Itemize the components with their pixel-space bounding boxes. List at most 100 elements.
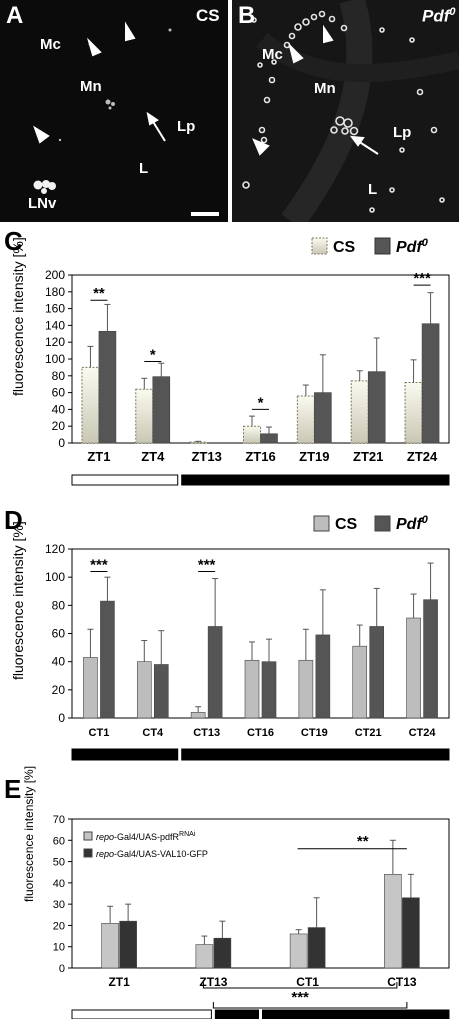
- light-dark-bar-dark: [214, 1009, 259, 1019]
- bar: [369, 626, 385, 719]
- bar: [423, 599, 438, 719]
- y-tick-label: 160: [45, 302, 65, 316]
- genotype-label-b: Pdf0: [422, 6, 456, 26]
- category-label: CT13: [387, 975, 417, 989]
- y-tick-label: 30: [53, 899, 65, 911]
- y-tick-label: 180: [45, 285, 65, 299]
- region-label-mn: Mn: [314, 80, 336, 97]
- bar: [314, 392, 332, 444]
- y-tick-label: 20: [52, 683, 66, 697]
- panel-letter-e: E: [4, 774, 22, 804]
- chart-e: 0 10 20 30 40 50 60 70 ZT1 ZT13 CT1 CT13 repo-Gal4/U…: [53, 814, 450, 1019]
- light-dark-bar-dark: [71, 748, 179, 761]
- bar: [260, 433, 278, 444]
- arrowhead-icon: [252, 138, 270, 156]
- y-tick-label: 20: [53, 920, 65, 932]
- significance-bracket: [212, 1002, 408, 1009]
- bar: [119, 920, 137, 969]
- y-tick-label: 60: [53, 835, 65, 847]
- bar: [352, 645, 368, 719]
- category-label: CT13: [193, 727, 220, 739]
- legend-swatch: [374, 515, 391, 532]
- chart-c: 0 20 40 60 80 100 120 140 160 180 200 ZT1 ZT4 ZT13 ZT1…: [45, 237, 450, 486]
- category-label: ZT19: [299, 449, 329, 464]
- region-label-mn: Mn: [80, 78, 102, 95]
- legend-swatch: [83, 831, 93, 841]
- y-tick-label: 10: [53, 942, 65, 954]
- panel-letter-a: A: [6, 2, 24, 29]
- bar: [404, 382, 423, 444]
- bar: [243, 425, 261, 444]
- y-tick-label: 100: [45, 352, 65, 366]
- bar: [289, 933, 308, 969]
- bar: [244, 659, 260, 719]
- bar: [307, 927, 326, 969]
- legend-swatch: [83, 848, 93, 858]
- significance-label: ***: [198, 557, 216, 574]
- significance-label: *: [258, 394, 264, 411]
- light-dark-bar-light: [71, 474, 179, 486]
- bar: [100, 600, 115, 719]
- significance-label: *: [150, 347, 156, 364]
- micrograph-a-image: [0, 0, 228, 222]
- category-label: ZT4: [141, 449, 165, 464]
- region-label-mc: Mc: [40, 36, 61, 53]
- y-tick-label: 120: [45, 542, 65, 556]
- y-tick-label: 100: [45, 570, 65, 584]
- bar: [421, 323, 440, 444]
- region-label-lp: Lp: [393, 124, 412, 141]
- bar: [296, 395, 315, 444]
- legend-swatch: [313, 515, 330, 532]
- y-tick-label: 20: [52, 419, 66, 433]
- significance-label: **: [93, 285, 105, 302]
- significance-label: ***: [291, 989, 309, 1006]
- legend-label: Pdf0: [396, 237, 429, 256]
- y-tick-label: 0: [58, 711, 65, 725]
- arrow-icon: [349, 135, 365, 147]
- y-tick-label: 120: [45, 335, 65, 349]
- y-tick-label: 60: [52, 627, 66, 641]
- bar: [153, 664, 169, 719]
- y-tick-label: 60: [52, 386, 66, 400]
- bar: [207, 626, 223, 719]
- category-label: ZT1: [87, 449, 110, 464]
- y-tick-label: 40: [53, 878, 65, 890]
- significance-label: ***: [413, 270, 431, 287]
- region-label-mc: Mc: [262, 46, 283, 63]
- legend-label: Pdf0: [396, 514, 429, 533]
- chart-c-plot-frame: [71, 274, 450, 444]
- category-label: ZT13: [191, 449, 221, 464]
- category-label: ZT16: [245, 449, 275, 464]
- region-label-l: L: [368, 181, 378, 198]
- y-tick-label: 80: [52, 598, 66, 612]
- significance-label: **: [304, 1009, 316, 1019]
- arrow-icon: [146, 111, 159, 126]
- category-label: ZT13: [199, 975, 227, 989]
- micrograph-b-image: [232, 0, 459, 222]
- bar: [81, 366, 100, 444]
- legend-label: repo-Gal4/UAS-VAL10-GFP: [96, 849, 208, 859]
- bar: [135, 388, 154, 444]
- arrowhead-icon: [125, 21, 136, 42]
- arrowhead-icon: [288, 42, 304, 64]
- significance-label: ***: [90, 557, 108, 574]
- legend-label: CS: [335, 516, 358, 533]
- light-dark-bar-dark: [181, 748, 450, 761]
- bar: [367, 371, 386, 444]
- y-tick-label: 0: [58, 436, 65, 450]
- legend-label: CS: [333, 239, 356, 256]
- bar: [98, 330, 117, 444]
- region-label-lnv: LNv: [28, 195, 57, 212]
- chart-d: 0 20 40 60 80 100 120 CT1 CT4 CT13 CT16 CT19 CT21 CT2…: [45, 514, 450, 761]
- category-label: CT19: [301, 727, 328, 739]
- bar: [152, 376, 171, 444]
- bar: [189, 441, 208, 444]
- bar: [83, 657, 98, 719]
- category-label: CT24: [409, 727, 437, 739]
- category-label: CT1: [89, 727, 110, 739]
- y-tick-label: 80: [52, 369, 66, 383]
- bar: [384, 874, 402, 969]
- bar: [350, 380, 369, 444]
- micrograph-panel-a: A CS Mc Mn Lp L LNv: [0, 0, 228, 222]
- category-label: CT16: [247, 727, 274, 739]
